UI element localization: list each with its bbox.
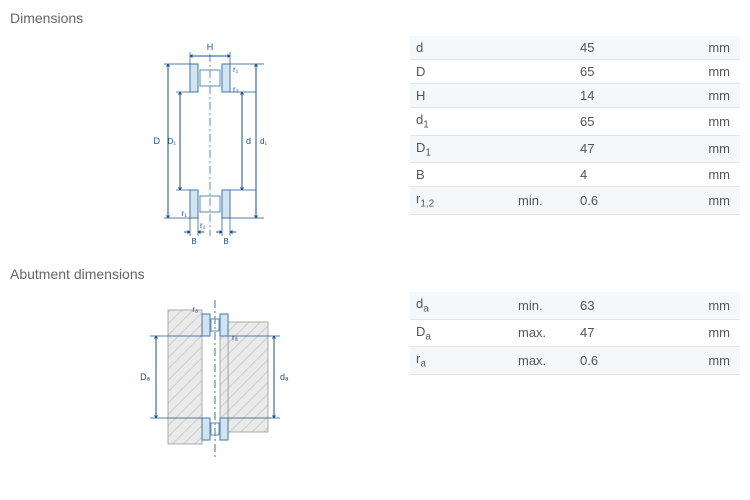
- symbol-cell: d: [410, 36, 512, 60]
- svg-text:D₁: D₁: [168, 137, 177, 146]
- value-cell: 65: [574, 108, 666, 136]
- unit-cell: mm: [666, 292, 740, 319]
- symbol-cell: da: [410, 292, 512, 319]
- unit-cell: mm: [666, 319, 740, 347]
- value-cell: 4: [574, 163, 666, 187]
- dimensions-diagram: Hr₁ r₂ D D₁ d d₁ r₁ r₂ B B: [10, 36, 410, 246]
- table-row: ramax.0.6mm: [410, 347, 740, 375]
- unit-cell: mm: [666, 163, 740, 187]
- abutment-title: Abutment dimensions: [10, 266, 740, 282]
- unit-cell: mm: [666, 60, 740, 84]
- value-cell: 0.6: [574, 187, 666, 215]
- unit-cell: mm: [666, 36, 740, 60]
- value-cell: 65: [574, 60, 666, 84]
- svg-text:r₂: r₂: [200, 221, 206, 230]
- qualifier-cell: [512, 36, 574, 60]
- qualifier-cell: max.: [512, 319, 574, 347]
- svg-text:D: D: [154, 136, 161, 146]
- table-row: D1 47mm: [410, 135, 740, 163]
- table-row: r1,2min.0.6mm: [410, 187, 740, 215]
- qualifier-cell: min.: [512, 292, 574, 319]
- unit-cell: mm: [666, 108, 740, 136]
- svg-text:dₐ: dₐ: [280, 372, 289, 382]
- abutment-diagram: rₐrₐDₐdₐ: [10, 292, 410, 462]
- table-row: damin.63mm: [410, 292, 740, 319]
- dimensions-section: Hr₁r₂DD₁dd₁r₁r₂BB d45mmD65mmH14mmd165mmD…: [10, 36, 740, 246]
- value-cell: 0.6: [574, 347, 666, 375]
- unit-cell: mm: [666, 135, 740, 163]
- symbol-cell: d1: [410, 108, 512, 136]
- qualifier-cell: max.: [512, 347, 574, 375]
- symbol-cell: B: [410, 163, 512, 187]
- value-cell: 14: [574, 84, 666, 108]
- table-row: B 4mm: [410, 163, 740, 187]
- value-cell: 63: [574, 292, 666, 319]
- qualifier-cell: [512, 108, 574, 136]
- qualifier-cell: [512, 163, 574, 187]
- unit-cell: mm: [666, 347, 740, 375]
- qualifier-cell: [512, 135, 574, 163]
- symbol-cell: D: [410, 60, 512, 84]
- dimensions-title: Dimensions: [10, 10, 740, 26]
- symbol-cell: ra: [410, 347, 512, 375]
- table-row: H 14mm: [410, 84, 740, 108]
- symbol-cell: D1: [410, 135, 512, 163]
- svg-text:B: B: [191, 237, 196, 246]
- svg-text:r₁: r₁: [182, 209, 188, 218]
- svg-text:d: d: [246, 136, 251, 146]
- svg-text:B: B: [223, 237, 228, 246]
- unit-cell: mm: [666, 84, 740, 108]
- unit-cell: mm: [666, 187, 740, 215]
- qualifier-cell: [512, 60, 574, 84]
- value-cell: 45: [574, 36, 666, 60]
- svg-text:d₁: d₁: [260, 137, 267, 146]
- abutment-section: rₐrₐDₐdₐ damin.63mmDamax.47mmramax.0.6mm: [10, 292, 740, 462]
- table-row: d 45mm: [410, 36, 740, 60]
- table-row: D 65mm: [410, 60, 740, 84]
- qualifier-cell: [512, 84, 574, 108]
- symbol-cell: r1,2: [410, 187, 512, 215]
- svg-text:H: H: [207, 42, 214, 52]
- table-row: Damax.47mm: [410, 319, 740, 347]
- table-row: d1 65mm: [410, 108, 740, 136]
- qualifier-cell: min.: [512, 187, 574, 215]
- symbol-cell: Da: [410, 319, 512, 347]
- svg-text:r₂: r₂: [233, 85, 239, 94]
- value-cell: 47: [574, 319, 666, 347]
- svg-text:Dₐ: Dₐ: [140, 372, 150, 382]
- svg-text:r₁: r₁: [233, 65, 239, 74]
- abutment-table: damin.63mmDamax.47mmramax.0.6mm: [410, 292, 740, 462]
- value-cell: 47: [574, 135, 666, 163]
- symbol-cell: H: [410, 84, 512, 108]
- dimensions-table: d45mmD65mmH14mmd165mmD147mmB4mmr1,2min.0…: [410, 36, 740, 246]
